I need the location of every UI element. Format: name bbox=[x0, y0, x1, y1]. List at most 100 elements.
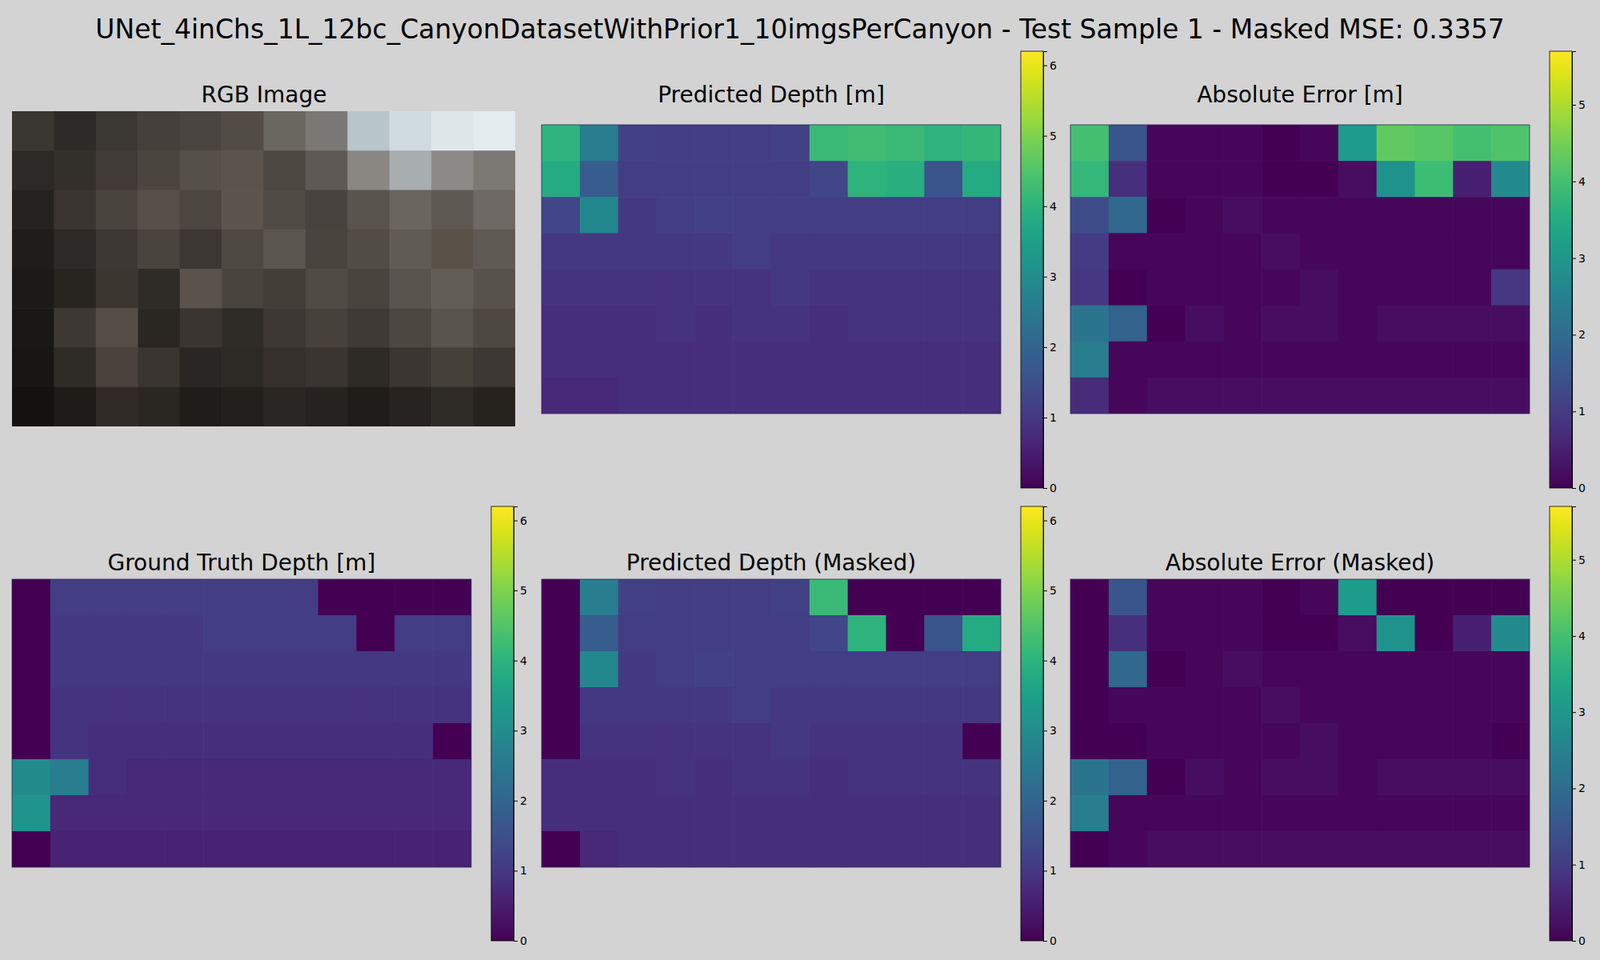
cell bbox=[432, 651, 472, 688]
colorbar-axis: 0123456 bbox=[513, 507, 528, 948]
cell bbox=[618, 232, 657, 270]
cell bbox=[886, 723, 925, 760]
pixel bbox=[221, 111, 264, 152]
cell bbox=[1491, 341, 1530, 379]
cell bbox=[1185, 759, 1224, 796]
cell bbox=[771, 759, 810, 796]
tick-mark bbox=[1043, 660, 1048, 662]
cell bbox=[618, 377, 657, 414]
cell bbox=[432, 579, 472, 616]
pixel bbox=[221, 150, 264, 191]
pixel bbox=[137, 387, 180, 427]
cell bbox=[732, 651, 772, 688]
cell bbox=[694, 723, 733, 760]
panel: Predicted Depth (Masked)0123456 bbox=[541, 506, 1057, 948]
cell bbox=[1376, 831, 1416, 868]
cell bbox=[580, 124, 619, 162]
cell bbox=[318, 723, 357, 760]
cell bbox=[694, 615, 733, 652]
cell bbox=[1376, 795, 1416, 832]
cell bbox=[962, 341, 1001, 379]
cell bbox=[924, 269, 963, 307]
panel-title: Absolute Error [m] bbox=[1196, 81, 1404, 108]
cell bbox=[1070, 579, 1109, 616]
pixel bbox=[180, 348, 223, 388]
cell bbox=[1108, 651, 1148, 688]
pixel bbox=[264, 348, 307, 388]
cell bbox=[541, 269, 580, 307]
plot-area bbox=[1070, 579, 1530, 868]
cell bbox=[771, 651, 810, 688]
pixel bbox=[180, 268, 223, 309]
cell bbox=[732, 341, 772, 379]
cell bbox=[1261, 687, 1300, 724]
cell bbox=[432, 831, 472, 868]
cell bbox=[656, 305, 696, 343]
cell bbox=[580, 579, 619, 616]
tick: 3 bbox=[1043, 270, 1057, 284]
cell bbox=[280, 687, 319, 724]
pixel bbox=[305, 348, 348, 388]
tick: 3 bbox=[1043, 724, 1057, 737]
cell bbox=[962, 831, 1001, 868]
cell bbox=[1108, 124, 1148, 162]
cell bbox=[618, 651, 657, 688]
tick-mark bbox=[1572, 560, 1576, 561]
pixel bbox=[137, 150, 180, 191]
cell bbox=[1376, 305, 1416, 343]
pixel bbox=[389, 111, 432, 152]
cell bbox=[580, 723, 619, 760]
tick-label: 3 bbox=[1049, 724, 1057, 737]
figure-title: UNet_4inChs_1L_12bc_CanyonDatasetWithPri… bbox=[95, 13, 1504, 45]
cell bbox=[1185, 723, 1224, 760]
cell bbox=[1108, 723, 1148, 760]
cell bbox=[924, 795, 963, 832]
cell bbox=[127, 615, 166, 652]
cell bbox=[356, 759, 396, 796]
cell bbox=[127, 759, 166, 796]
cell bbox=[1452, 232, 1492, 270]
tick-mark bbox=[1043, 488, 1048, 489]
pixel bbox=[221, 190, 264, 231]
tick: 4 bbox=[1572, 175, 1586, 188]
cell bbox=[848, 759, 887, 796]
cell bbox=[12, 651, 51, 688]
plot-area bbox=[541, 579, 1001, 868]
pixel bbox=[389, 348, 432, 388]
cell bbox=[886, 795, 925, 832]
cell bbox=[1223, 615, 1262, 652]
cell bbox=[886, 651, 925, 688]
cell bbox=[1376, 651, 1416, 688]
cell bbox=[1300, 723, 1339, 760]
pixel bbox=[180, 190, 223, 231]
pixel bbox=[180, 308, 223, 348]
cell bbox=[1070, 377, 1109, 414]
cell bbox=[580, 269, 619, 307]
cell bbox=[886, 305, 925, 343]
cell bbox=[1338, 687, 1377, 724]
cell bbox=[1147, 124, 1186, 162]
cell bbox=[962, 579, 1001, 616]
cell bbox=[1452, 795, 1492, 832]
tick-label: 4 bbox=[1578, 175, 1586, 188]
cell bbox=[924, 160, 963, 198]
cell bbox=[541, 723, 580, 760]
tick-label: 3 bbox=[520, 724, 528, 737]
cell bbox=[771, 160, 810, 198]
cell bbox=[1147, 831, 1186, 868]
cell bbox=[164, 687, 204, 724]
cell bbox=[694, 687, 733, 724]
cell bbox=[88, 795, 128, 832]
pixel bbox=[137, 190, 180, 231]
cell bbox=[580, 615, 619, 652]
pixel bbox=[305, 308, 348, 348]
cell bbox=[1070, 232, 1109, 270]
tick-mark bbox=[1572, 258, 1576, 260]
colorbar bbox=[1020, 51, 1044, 488]
pixel bbox=[431, 268, 474, 309]
cell bbox=[1223, 232, 1262, 270]
cell bbox=[618, 795, 657, 832]
pixel bbox=[96, 348, 139, 388]
cell bbox=[12, 723, 51, 760]
tick-mark bbox=[513, 870, 518, 872]
